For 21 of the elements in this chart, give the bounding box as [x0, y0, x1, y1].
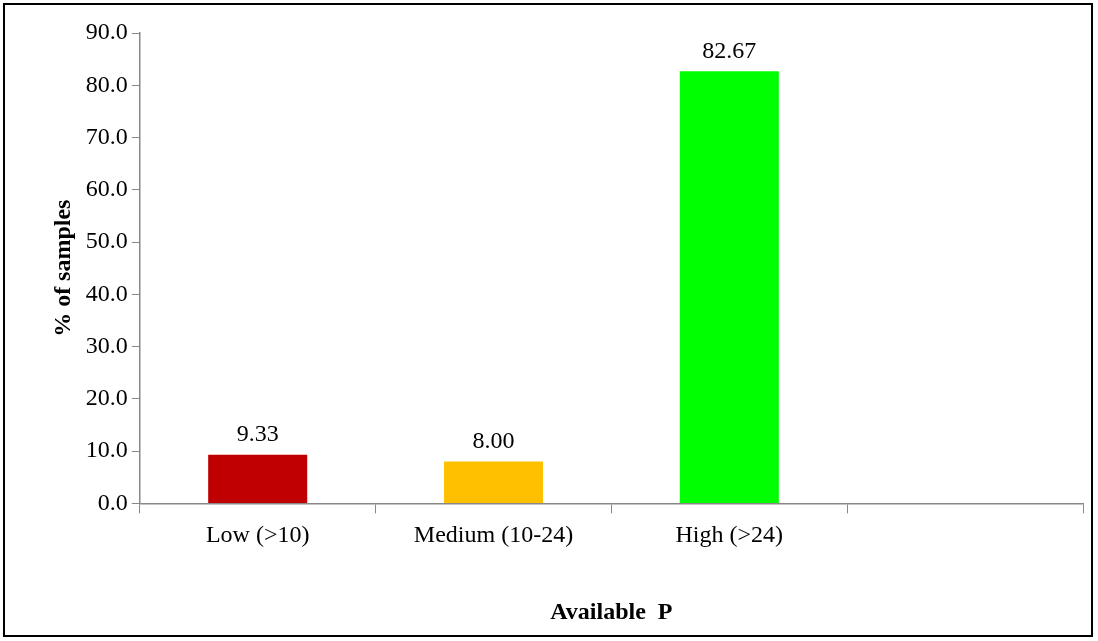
- y-tick-label: 50.0: [85, 227, 128, 254]
- y-tick-label: 10.0: [85, 436, 128, 463]
- x-axis-title: Available P: [550, 597, 673, 624]
- y-tick-label: 70.0: [85, 122, 128, 149]
- y-tick-label: 80.0: [85, 70, 128, 97]
- bar: [208, 454, 308, 503]
- data-label: 8.00: [472, 426, 515, 453]
- x-tick-label: Low (>10): [205, 521, 310, 548]
- y-tick-label: 40.0: [85, 279, 128, 306]
- x-tick-label: Medium (10-24): [413, 521, 574, 548]
- bar: [679, 71, 779, 503]
- y-tick-label: 90.0: [85, 18, 128, 45]
- y-axis-title: % of samples: [48, 199, 75, 337]
- bar: [443, 461, 544, 503]
- data-label: 82.67: [702, 36, 757, 63]
- data-label: 9.33: [236, 419, 279, 446]
- y-tick-label: 30.0: [85, 331, 128, 358]
- x-tick-label: High (>24): [675, 521, 784, 548]
- y-tick-label: 0.0: [97, 488, 128, 515]
- y-tick-label: 20.0: [85, 384, 128, 411]
- y-tick-label: 60.0: [85, 175, 128, 202]
